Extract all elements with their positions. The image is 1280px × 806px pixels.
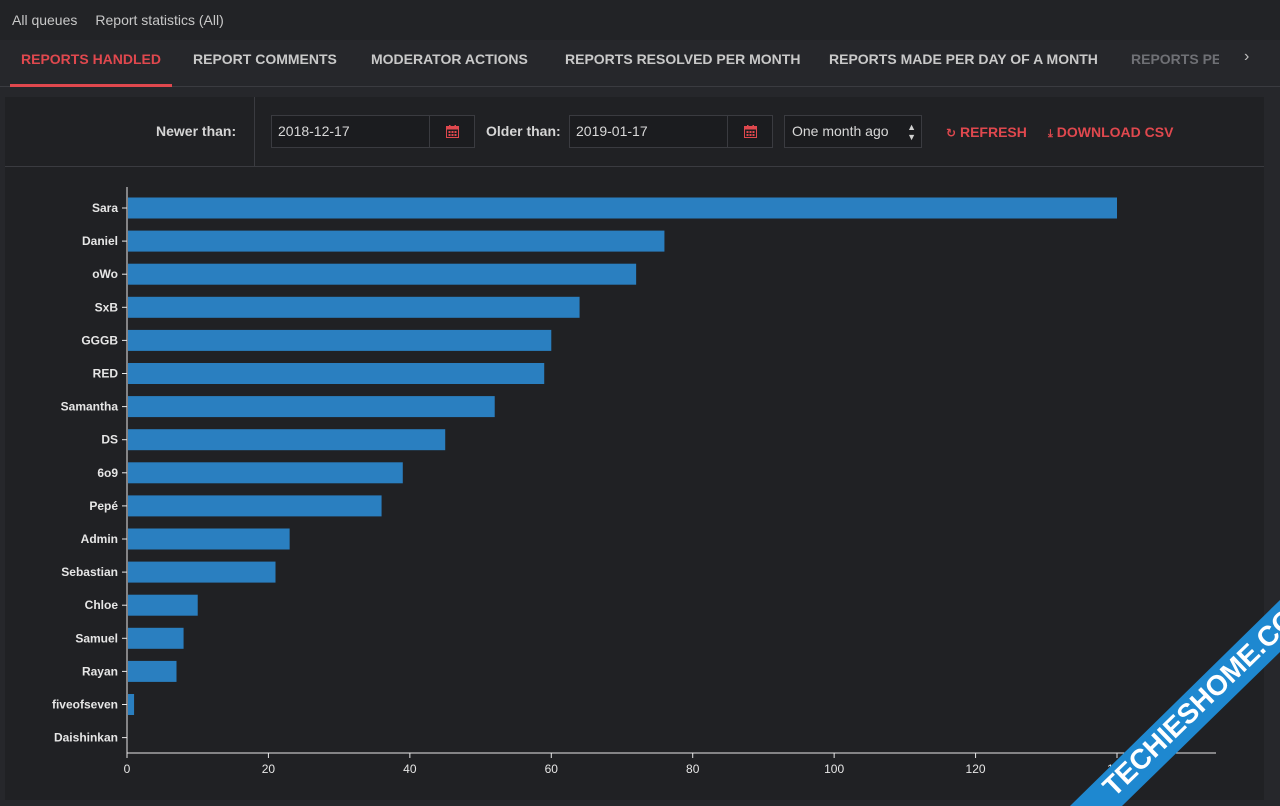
download-label: DOWNLOAD CSV xyxy=(1056,124,1174,140)
bar[interactable] xyxy=(128,429,446,451)
reports-handled-chart: Sara Daniel oWo SxB GGGB RED Samantha DS 6o9 Pepé… xyxy=(52,187,1216,776)
refresh-label: REFRESH xyxy=(959,124,1027,140)
bar[interactable] xyxy=(128,694,135,715)
bar[interactable] xyxy=(128,495,382,517)
bar[interactable] xyxy=(128,528,290,550)
older-calendar-button[interactable] xyxy=(727,115,773,148)
chart-panel: Sara Daniel oWo SxB GGGB RED Samantha DS 6o9 Pepé… xyxy=(5,167,1264,800)
bar[interactable] xyxy=(128,263,637,285)
x-tick-label: 80 xyxy=(686,762,700,776)
category-label: SxB xyxy=(95,300,119,314)
bar[interactable] xyxy=(128,197,1117,219)
download-icon: ⤓ xyxy=(1048,128,1053,140)
bar[interactable] xyxy=(128,396,495,418)
category-label: oWo xyxy=(92,267,118,281)
tab-reports-pe[interactable]: REPORTS PE xyxy=(1131,51,1219,67)
bar[interactable] xyxy=(128,329,552,351)
range-select-value: One month ago xyxy=(792,123,889,139)
x-tick-label: 20 xyxy=(262,762,276,776)
bar[interactable] xyxy=(128,594,198,616)
bar[interactable] xyxy=(128,627,184,649)
bar[interactable] xyxy=(128,363,545,384)
techieshome-logo: TECHIESHOME.COM xyxy=(1070,600,1280,806)
category-label: DS xyxy=(101,433,118,447)
category-label: Sebastian xyxy=(61,565,118,579)
x-tick-label: 60 xyxy=(545,762,559,776)
category-label: Admin xyxy=(81,532,118,546)
refresh-icon: ↻ xyxy=(946,126,957,140)
bar[interactable] xyxy=(128,230,665,252)
download-csv-button[interactable]: ⤓ DOWNLOAD CSV xyxy=(1048,124,1173,141)
category-label: GGGB xyxy=(81,333,118,347)
newer-than-label: Newer than: xyxy=(156,123,237,139)
breadcrumb: All queues Report statistics (All) xyxy=(0,0,1280,40)
tab-report-comments[interactable]: REPORT COMMENTS xyxy=(193,51,337,67)
bar[interactable] xyxy=(128,660,177,682)
bar[interactable] xyxy=(128,561,276,583)
older-than-label: Older than: xyxy=(486,123,561,139)
category-label: Pepé xyxy=(89,499,118,513)
category-label: Sara xyxy=(92,201,118,215)
category-label: RED xyxy=(93,367,119,381)
category-label: Samantha xyxy=(61,400,119,414)
x-tick-label: 0 xyxy=(124,762,131,776)
breadcrumb-all-queues[interactable]: All queues xyxy=(12,12,78,28)
category-label: Rayan xyxy=(82,664,118,678)
breadcrumb-report-statistics[interactable]: Report statistics (All) xyxy=(95,12,224,28)
newer-than-input[interactable]: 2018-12-17 xyxy=(271,115,430,148)
category-label: Daishinkan xyxy=(54,731,118,745)
tab-reports-handled[interactable]: REPORTS HANDLED xyxy=(10,40,173,87)
calendar-icon xyxy=(743,125,757,138)
newer-calendar-button[interactable] xyxy=(429,115,475,148)
bar[interactable] xyxy=(128,296,580,318)
tab-reports-made-per-day[interactable]: REPORTS MADE PER DAY OF A MONTH xyxy=(829,51,1098,67)
older-than-input[interactable]: 2019-01-17 xyxy=(569,115,728,148)
category-label: Daniel xyxy=(82,234,118,248)
category-label: fiveofseven xyxy=(52,698,118,712)
tab-bar: REPORTS HANDLED REPORT COMMENTS MODERATO… xyxy=(0,40,1280,87)
filter-divider xyxy=(254,97,255,166)
x-tick-label: 120 xyxy=(966,762,986,776)
filter-bar: Newer than: 2018-12-17 Older than: 2019-… xyxy=(5,97,1264,167)
refresh-button[interactable]: ↻ REFRESH xyxy=(946,124,1027,140)
tab-moderator-actions[interactable]: MODERATOR ACTIONS xyxy=(371,51,528,67)
watermark: TECHIESHOME.COM xyxy=(1070,600,1280,806)
category-label: 6o9 xyxy=(97,466,118,480)
svg-text:TECHIESHOME.COM: TECHIESHOME.COM xyxy=(1097,600,1280,802)
x-tick-label: 100 xyxy=(824,762,844,776)
category-label: Chloe xyxy=(85,598,119,612)
tab-reports-resolved-per-month[interactable]: REPORTS RESOLVED PER MONTH xyxy=(565,51,801,67)
chevron-right-icon[interactable]: › xyxy=(1244,48,1250,65)
category-label: Samuel xyxy=(75,631,118,645)
range-select[interactable]: One month ago ▲ ▼ xyxy=(784,115,922,148)
calendar-icon xyxy=(445,125,459,138)
bar[interactable] xyxy=(128,462,403,484)
x-tick-label: 40 xyxy=(403,762,417,776)
select-arrows-icon: ▲ ▼ xyxy=(907,122,916,142)
